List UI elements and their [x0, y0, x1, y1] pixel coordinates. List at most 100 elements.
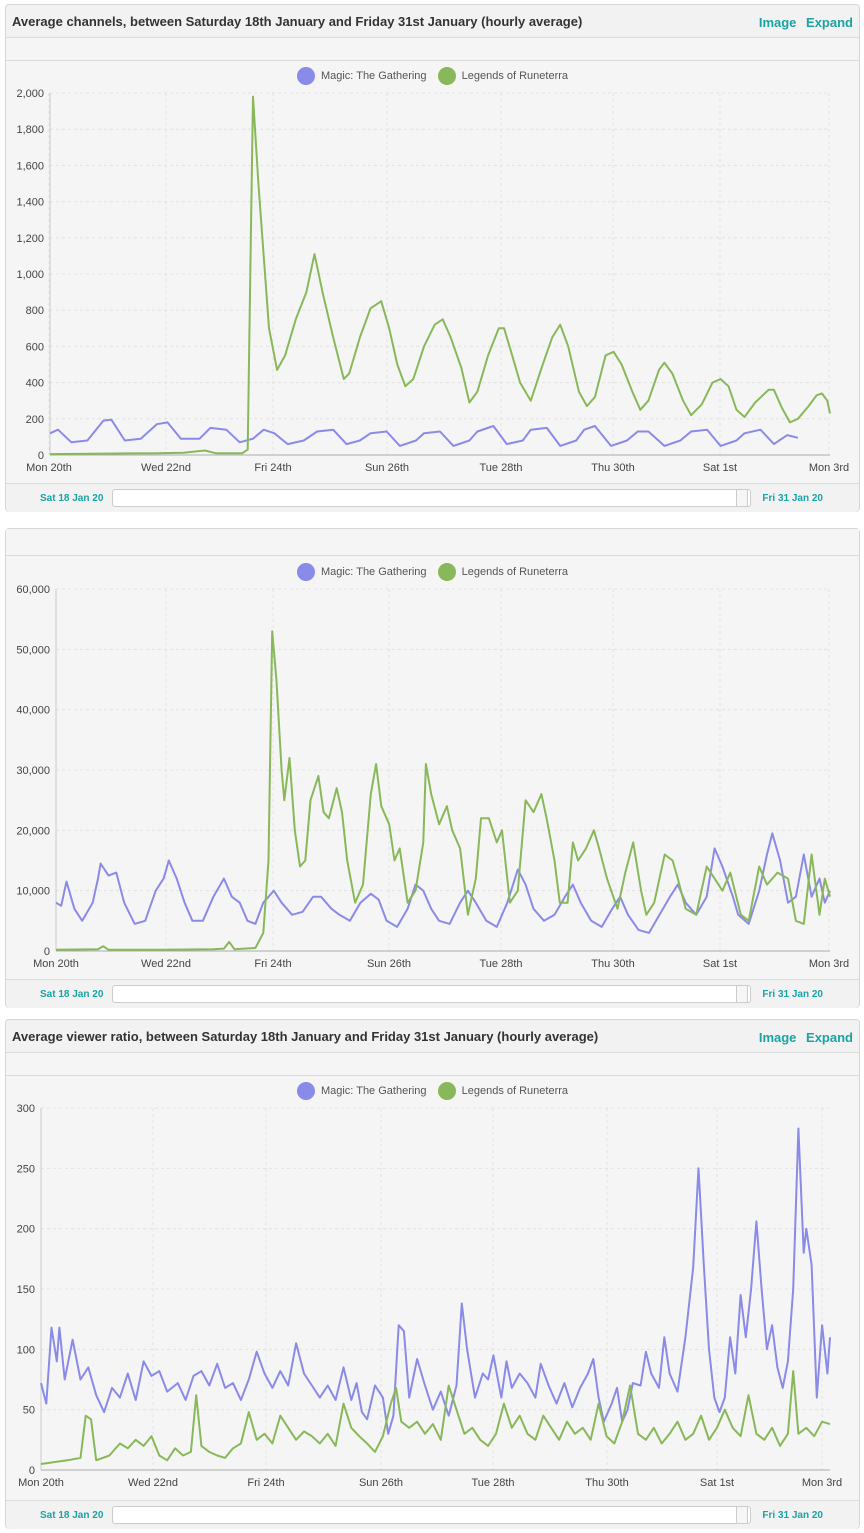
y-tick-label: 50: [23, 1405, 35, 1417]
y-tick-label: 40,000: [16, 705, 50, 717]
series-line-runeterra[interactable]: [55, 630, 831, 951]
channels-panel-header: Average channels, between Saturday 18th …: [6, 5, 859, 38]
nav-scrollbar[interactable]: [112, 489, 751, 507]
y-tick-label: 50,000: [16, 644, 50, 656]
y-tick-label: 1,800: [16, 124, 44, 136]
legend-magic-label: Magic: The Gathering: [320, 566, 427, 578]
expand-link[interactable]: Expand: [806, 15, 853, 30]
series-line-magic[interactable]: [49, 418, 799, 447]
x-tick-label: Tue 28th: [479, 958, 522, 970]
image-link[interactable]: Image: [758, 15, 797, 30]
ratio-header-links: Image Expand: [753, 1030, 853, 1045]
y-tick-label: 400: [26, 378, 44, 390]
series-line-magic[interactable]: [55, 832, 831, 934]
ratio-panel-header: Average viewer ratio, between Saturday 1…: [6, 1020, 859, 1053]
x-tick-label: Mon 20th: [18, 1477, 64, 1489]
nav-handle[interactable]: [736, 986, 748, 1002]
x-tick-label: Tue 28th: [471, 1477, 514, 1489]
x-tick-label: Mon 20th: [26, 462, 72, 474]
series-line-magic[interactable]: [40, 1127, 831, 1435]
legend-runeterra-dot: [437, 67, 456, 85]
y-tick-label: 20,000: [16, 825, 50, 837]
channels-panel: Average channels, between Saturday 18th …: [5, 4, 860, 512]
y-tick-label: 0: [44, 946, 50, 958]
legend-magic-label: Magic: The Gathering: [320, 70, 427, 82]
nav-scrollbar[interactable]: [112, 1506, 751, 1524]
x-tick-label: Mon 3rd: [809, 462, 849, 474]
legend-item-magic[interactable]: Magic: The Gathering: [296, 563, 427, 581]
ratio-chart: 0 50 100 150 200 250 300 Mon 20th Wed 22nd Fri 24…: [17, 1103, 843, 1489]
y-tick-label: 10,000: [16, 886, 50, 898]
y-tick-label: 200: [17, 1224, 35, 1236]
viewers-legend: Magic: The Gathering Legends of Runeterr…: [6, 563, 859, 584]
nav-scrollbar[interactable]: [112, 985, 751, 1003]
nav-handle[interactable]: [736, 490, 748, 506]
y-tick-label: 600: [26, 341, 44, 353]
ratio-legend: Magic: The Gathering Legends of Runeterr…: [6, 1082, 859, 1103]
ratio-sub-strip: [6, 1053, 859, 1076]
y-tick-label: 1,000: [16, 269, 44, 281]
legend-runeterra-dot: [437, 1082, 456, 1100]
x-tick-label: Mon 20th: [33, 958, 79, 970]
y-tick-label: 60,000: [16, 584, 50, 596]
image-link[interactable]: Image: [758, 1030, 797, 1045]
nav-start-date: Sat 18 Jan 20: [40, 1510, 104, 1521]
channels-chart: 0 200 400 600 800 1,000 1,200 1,400 1,600 1,800 2,…: [16, 88, 849, 474]
y-tick-label: 800: [26, 305, 44, 317]
x-tick-label: Thu 30th: [591, 462, 634, 474]
legend-runeterra-dot: [437, 563, 456, 581]
y-tick-label: 1,200: [16, 233, 44, 245]
legend-magic-dot: [296, 563, 315, 581]
nav-end-date: Fri 31 Jan 20: [762, 493, 823, 504]
legend-magic-label: Magic: The Gathering: [320, 1085, 427, 1097]
nav-handle[interactable]: [736, 1507, 748, 1523]
x-tick-label: Fri 24th: [254, 958, 291, 970]
y-tick-label: 150: [17, 1284, 35, 1296]
legend-item-magic[interactable]: Magic: The Gathering: [296, 1082, 427, 1100]
legend-item-runeterra[interactable]: Legends of Runeterra: [437, 563, 569, 581]
y-tick-label: 2,000: [16, 88, 44, 100]
expand-link[interactable]: Expand: [806, 1030, 853, 1045]
x-tick-label: Tue 28th: [479, 462, 522, 474]
x-tick-label: Wed 22nd: [141, 462, 191, 474]
viewers-chart: 0 10,000 20,000 30,000 40,000 50,000 60,000 Mon…: [16, 584, 849, 970]
x-tick-label: Sun 26th: [359, 1477, 403, 1489]
legend-magic-dot: [296, 67, 315, 85]
legend-item-runeterra[interactable]: Legends of Runeterra: [437, 67, 569, 85]
series-line-runeterra[interactable]: [49, 95, 831, 456]
y-tick-label: 0: [29, 1465, 35, 1477]
viewers-navigator: Sat 18 Jan 20 Fri 31 Jan 20: [6, 979, 859, 1008]
x-tick-label: Sat 1st: [703, 958, 737, 970]
y-tick-label: 250: [17, 1163, 35, 1175]
legend-magic-dot: [296, 1082, 315, 1100]
x-tick-label: Wed 22nd: [128, 1477, 178, 1489]
y-tick-label: 200: [26, 414, 44, 426]
legend-item-magic[interactable]: Magic: The Gathering: [296, 67, 427, 85]
viewers-panel: Magic: The Gathering Legends of Runeterr…: [5, 528, 860, 1008]
x-tick-label: Sat 1st: [700, 1477, 734, 1489]
nav-start-date: Sat 18 Jan 20: [40, 989, 104, 1000]
nav-start-date: Sat 18 Jan 20: [40, 493, 104, 504]
x-tick-label: Thu 30th: [591, 958, 634, 970]
y-tick-label: 30,000: [16, 765, 50, 777]
y-tick-label: 1,600: [16, 160, 44, 172]
channels-legend: Magic: The Gathering Legends of Runeterr…: [6, 67, 859, 88]
x-tick-label: Mon 3rd: [802, 1477, 842, 1489]
nav-end-date: Fri 31 Jan 20: [762, 1510, 823, 1521]
legend-runeterra-label: Legends of Runeterra: [461, 566, 569, 578]
legend-runeterra-label: Legends of Runeterra: [461, 70, 569, 82]
nav-end-date: Fri 31 Jan 20: [762, 989, 823, 1000]
viewers-sub-strip: [6, 529, 859, 556]
legend-item-runeterra[interactable]: Legends of Runeterra: [437, 1082, 569, 1100]
x-tick-label: Sat 1st: [703, 462, 737, 474]
series-line-runeterra[interactable]: [40, 1370, 831, 1465]
x-tick-label: Fri 24th: [254, 462, 291, 474]
x-tick-label: Sun 26th: [367, 958, 411, 970]
legend-runeterra-label: Legends of Runeterra: [461, 1085, 569, 1097]
x-tick-label: Wed 22nd: [141, 958, 191, 970]
ratio-panel: Average viewer ratio, between Saturday 1…: [5, 1019, 860, 1529]
x-tick-label: Mon 3rd: [809, 958, 849, 970]
ratio-panel-title: Average viewer ratio, between Saturday 1…: [12, 1029, 599, 1044]
y-tick-label: 100: [17, 1344, 35, 1356]
x-tick-label: Fri 24th: [247, 1477, 284, 1489]
